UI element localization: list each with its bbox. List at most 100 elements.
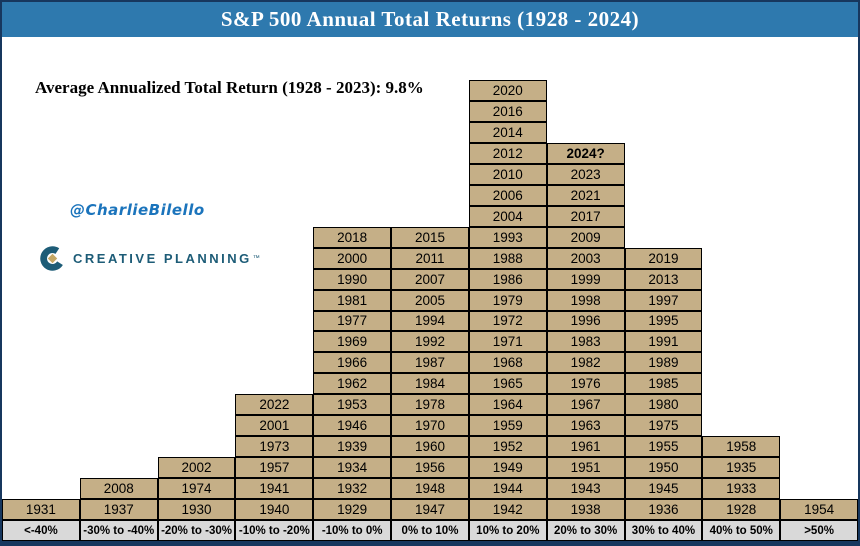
year-cell-1980: 1980 xyxy=(624,394,703,416)
year-cell-1945: 1945 xyxy=(624,478,703,500)
year-cell-2023: 2023 xyxy=(546,163,625,185)
year-cell-1960: 1960 xyxy=(391,436,469,458)
year-cell-2000: 2000 xyxy=(313,247,392,269)
bucket-label-5: -10% to 0% xyxy=(313,520,392,541)
year-cell-2015: 2015 xyxy=(391,226,469,248)
year-cell-2007: 2007 xyxy=(391,268,469,290)
trademark-icon: ™ xyxy=(252,255,260,262)
year-cell-1995: 1995 xyxy=(624,310,703,332)
year-cell-1972: 1972 xyxy=(468,310,547,332)
creative-planning-logo: CREATIVE PLANNING ™ xyxy=(40,246,260,271)
bucket-label-2: -30% to -40% xyxy=(79,520,158,541)
year-cell-1957: 1957 xyxy=(235,457,314,479)
year-cell-1934: 1934 xyxy=(313,457,392,479)
year-cell-1958: 1958 xyxy=(702,436,781,458)
year-cell-1962: 1962 xyxy=(313,373,392,395)
year-cell-2010: 2010 xyxy=(468,163,547,185)
year-cell-1965: 1965 xyxy=(468,373,547,395)
year-cell-1986: 1986 xyxy=(468,268,547,290)
bucket-label-1: <-40% xyxy=(2,520,80,541)
year-cell-1964: 1964 xyxy=(468,394,547,416)
year-cell-2013: 2013 xyxy=(624,268,703,290)
year-cell-1975: 1975 xyxy=(624,415,703,437)
year-cell-2006: 2006 xyxy=(468,184,547,206)
year-cell-1991: 1991 xyxy=(624,331,703,353)
year-cell-2004: 2004 xyxy=(468,205,547,227)
year-cell-2002: 2002 xyxy=(157,457,236,479)
year-cell-2001: 2001 xyxy=(235,415,314,437)
year-cell-2016: 2016 xyxy=(468,100,547,122)
year-cell-1950: 1950 xyxy=(624,457,703,479)
year-cell-1977: 1977 xyxy=(313,310,392,332)
year-cell-1976: 1976 xyxy=(546,373,625,395)
year-cell-1951: 1951 xyxy=(546,457,625,479)
year-cell-1953: 1953 xyxy=(313,394,392,416)
year-cell-2017: 2017 xyxy=(546,205,625,227)
year-cell-1935: 1935 xyxy=(702,457,781,479)
average-return-annotation: Average Annualized Total Return (1928 - … xyxy=(35,78,424,97)
year-cell-1936: 1936 xyxy=(624,499,703,521)
year-cell-1992: 1992 xyxy=(391,331,469,353)
year-cell-1988: 1988 xyxy=(468,247,547,269)
year-cell-1941: 1941 xyxy=(235,478,314,500)
year-cell-2003: 2003 xyxy=(546,247,625,269)
year-cell-1979: 1979 xyxy=(468,289,547,311)
year-cell-1944: 1944 xyxy=(468,478,547,500)
year-cell-1989: 1989 xyxy=(624,352,703,374)
year-cell-1968: 1968 xyxy=(468,352,547,374)
year-cell-1959: 1959 xyxy=(468,415,547,437)
year-cell-1973: 1973 xyxy=(235,436,314,458)
year-cell-1967: 1967 xyxy=(546,394,625,416)
year-cell-1931: 1931 xyxy=(2,499,80,521)
year-cell-1943: 1943 xyxy=(546,478,625,500)
year-cell-1939: 1939 xyxy=(313,436,392,458)
year-cell-1971: 1971 xyxy=(468,331,547,353)
year-cell-2008: 2008 xyxy=(79,478,158,500)
year-cell-1955: 1955 xyxy=(624,436,703,458)
year-cell-2020: 2020 xyxy=(468,80,547,101)
returns-histogram-grid: 1931 <-40% 2008 1937 -30% to -40% 2002 1974 193… xyxy=(2,80,858,541)
year-cell-1982: 1982 xyxy=(546,352,625,374)
year-cell-2005: 2005 xyxy=(391,289,469,311)
year-cell-1981: 1981 xyxy=(313,289,392,311)
bucket-label-4: -10% to -20% xyxy=(235,520,314,541)
year-cell-1954: 1954 xyxy=(780,499,858,521)
year-cell-1990: 1990 xyxy=(313,268,392,290)
year-cell-1969: 1969 xyxy=(313,331,392,353)
year-cell-1929: 1929 xyxy=(313,499,392,521)
year-cell-1987: 1987 xyxy=(391,352,469,374)
year-cell-2018: 2018 xyxy=(313,226,392,248)
year-cell-2022: 2022 xyxy=(235,394,314,416)
year-cell-2014: 2014 xyxy=(468,121,547,143)
charliebilello-watermark: @CharlieBilello xyxy=(70,201,205,219)
year-cell-1949: 1949 xyxy=(468,457,547,479)
year-cell-2012: 2012 xyxy=(468,142,547,164)
year-cell-1997: 1997 xyxy=(624,289,703,311)
year-cell-2021: 2021 xyxy=(546,184,625,206)
year-cell-1932: 1932 xyxy=(313,478,392,500)
bucket-label-8: 20% to 30% xyxy=(546,520,625,541)
bucket-label-3: -20% to -30% xyxy=(157,520,236,541)
year-cell-1974: 1974 xyxy=(157,478,236,500)
year-cell-1999: 1999 xyxy=(546,268,625,290)
year-cell-1946: 1946 xyxy=(313,415,392,437)
year-cell-1994: 1994 xyxy=(391,310,469,332)
year-cell-1978: 1978 xyxy=(391,394,469,416)
year-cell-2009: 2009 xyxy=(546,226,625,248)
year-cell-1956: 1956 xyxy=(391,457,469,479)
bucket-label-11: >50% xyxy=(780,520,858,541)
year-cell-2024: 2024? xyxy=(546,142,625,164)
year-cell-1984: 1984 xyxy=(391,373,469,395)
year-cell-1985: 1985 xyxy=(624,373,703,395)
year-cell-1966: 1966 xyxy=(313,352,392,374)
year-cell-1948: 1948 xyxy=(391,478,469,500)
year-cell-1983: 1983 xyxy=(546,331,625,353)
year-cell-1942: 1942 xyxy=(468,499,547,521)
year-cell-1993: 1993 xyxy=(468,226,547,248)
year-cell-1970: 1970 xyxy=(391,415,469,437)
year-cell-1930: 1930 xyxy=(157,499,236,521)
year-cell-1963: 1963 xyxy=(546,415,625,437)
bucket-label-10: 40% to 50% xyxy=(702,520,781,541)
bucket-label-7: 10% to 20% xyxy=(468,520,547,541)
